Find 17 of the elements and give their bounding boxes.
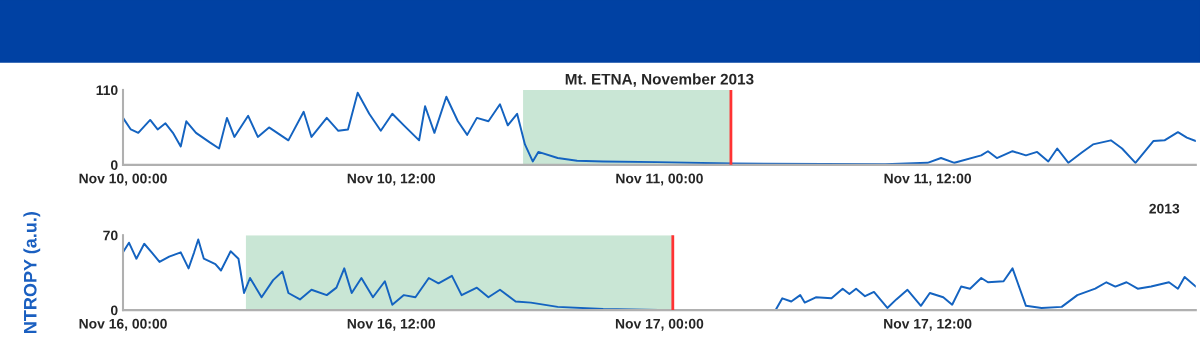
y-tick-label: 70 [103,230,118,241]
x-tick-label: Nov 11, 00:00 [616,173,703,186]
y-tick-label: 0 [110,305,118,316]
y-tick-label: 110 [96,85,118,96]
line-series [123,238,1196,311]
x-tick-label: Nov 10, 12:00 [347,173,436,186]
line-series [123,91,1196,165]
text: 2013 [1149,203,1180,214]
y-axis-title: NTROPY (a.u.) [23,212,41,333]
y-tick-label: 0 [110,160,118,171]
x-tick-label: Nov 16, 12:00 [347,318,436,331]
x-tick-label: Nov 16, 00:00 [79,318,167,331]
x-tick-label: Nov 17, 12:00 [884,318,972,331]
x-tick-label: Nov 11, 12:00 [884,173,972,186]
x-tick-label: Nov 17, 00:00 [615,318,704,331]
x-tick-label: Nov 10, 00:00 [79,173,167,186]
chart-title: Mt. ETNA, November 2013 [565,73,754,87]
